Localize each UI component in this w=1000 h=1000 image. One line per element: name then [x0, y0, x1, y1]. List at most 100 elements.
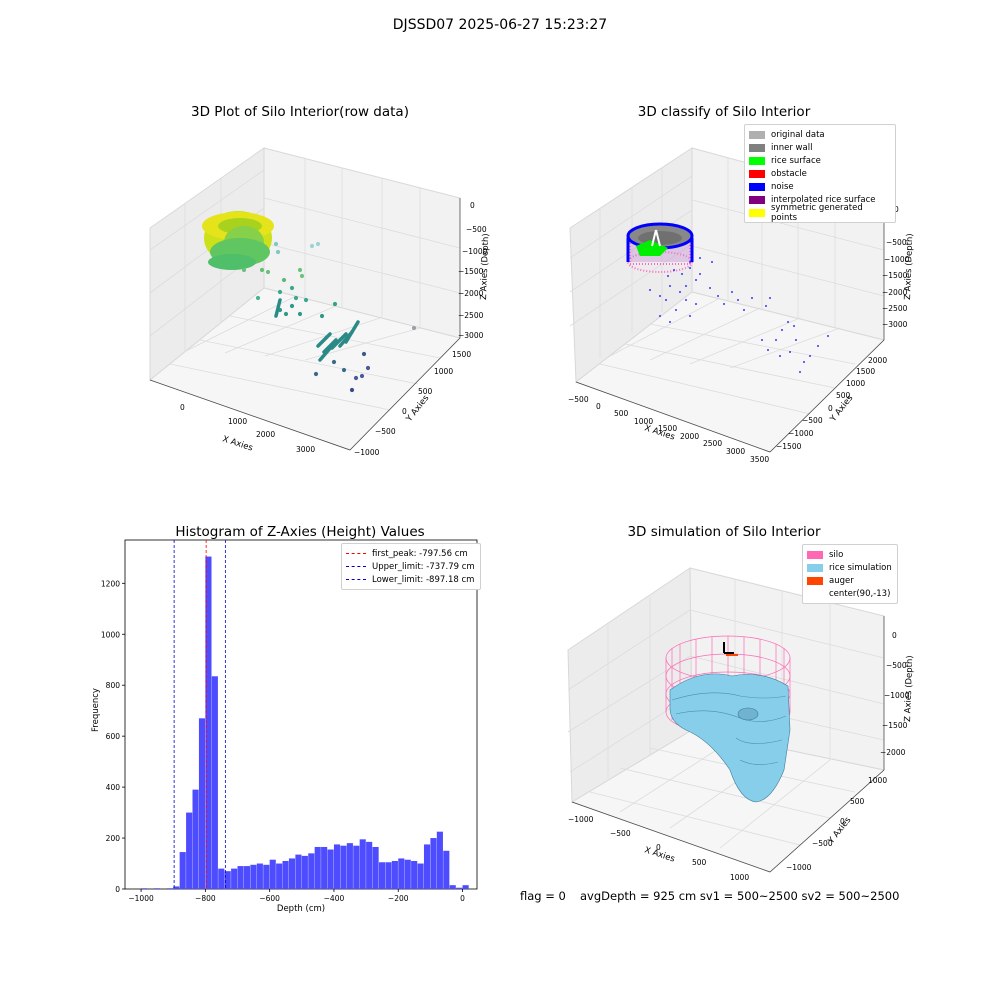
plot2-silo-classified [626, 222, 694, 273]
hist-bar [327, 849, 334, 889]
plot2-xtick: 2500 [703, 439, 722, 448]
plot2-noise-point [667, 275, 669, 277]
hist-xtick-label: −400 [324, 894, 345, 903]
hist-legend-entry: Lower_limit: -897.18 cm [346, 573, 476, 586]
hist-bar [333, 844, 341, 889]
hist-bar [198, 718, 206, 889]
plot1-point [313, 371, 319, 377]
plot2-noise-point [669, 321, 671, 323]
plot1-ytick: 0 [402, 407, 407, 416]
plot4-legend-swatch [807, 550, 823, 559]
plot1-point [309, 243, 315, 249]
plot2-ztick: −2000 [882, 288, 908, 297]
plot1-xtick: 2000 [256, 430, 275, 439]
plot2-noise-point [809, 355, 811, 357]
plot1-point [365, 365, 371, 371]
plot1-ztick: −3000 [458, 331, 484, 340]
plot1-streak [330, 332, 348, 350]
plot2-noise-point [827, 335, 829, 337]
hist-bar [282, 860, 289, 889]
plot2-noise-point [709, 287, 711, 289]
plot1-point [275, 249, 281, 255]
hist-bar [231, 868, 238, 889]
plot2-xtick: 1000 [634, 417, 653, 426]
plot2-ztick: −3000 [882, 320, 908, 329]
plot1-point [259, 267, 265, 273]
plot4-ytick: 500 [850, 797, 865, 806]
hist-bar [256, 863, 263, 889]
plot2-legend-swatch [749, 143, 765, 152]
hist-ytick-label: 0 [115, 885, 120, 894]
hist-bar [340, 845, 347, 889]
plot1-point [411, 325, 417, 331]
plot2-noise-point [669, 285, 671, 287]
plot4-z-axis-label: Z Axies (Depth) [903, 655, 915, 722]
plot1-silo-ring-points [202, 211, 274, 270]
plot2-ytick: −500 [802, 416, 823, 425]
hist-bar [166, 888, 173, 889]
plot2-noise-point [685, 285, 687, 287]
plot1-xtick: 0 [180, 403, 185, 412]
flag-text: flag = 0 [520, 889, 566, 903]
hist-bar [321, 846, 328, 889]
plot2-legend-label: inner wall [771, 142, 813, 153]
plot2-noise-point [761, 339, 763, 341]
plot1-ztick: −2500 [458, 311, 484, 320]
plot1-point [331, 359, 337, 365]
plot1-point [315, 241, 321, 247]
plot2-legend-swatch [749, 208, 765, 217]
plot2-ytick: 1000 [846, 379, 865, 388]
plot1-point [293, 295, 299, 301]
plot2-noise-point [649, 289, 651, 291]
plot4-auger [723, 642, 738, 656]
plot2-legend-entry: noise [749, 180, 891, 193]
plot2-legend-entry: interpolated rice surface [749, 193, 891, 206]
plot1-ztick: −1000 [462, 247, 488, 256]
hist-xtick-label: −200 [388, 894, 409, 903]
plot2-noise-point [775, 339, 777, 341]
plot1-ztick: −2000 [458, 289, 484, 298]
hist-bar [443, 850, 450, 889]
plot2-ztick: −1500 [882, 271, 908, 280]
plot1-ytick: −1000 [354, 448, 380, 457]
plot4-x-tick-labels: −1000 −500 0 500 1000 [568, 815, 749, 882]
plot2-ytick: −1500 [776, 442, 802, 451]
hist-chart: Frequency Depth (cm) −1000 −800 −600 −400 −2… [91, 539, 478, 914]
plot1-point [265, 269, 271, 275]
plot1-point [349, 387, 355, 393]
plot2-xtick: 3000 [726, 447, 745, 456]
hist-bar [353, 845, 360, 889]
plot2-noise-point [689, 261, 691, 263]
plot1-point [283, 311, 289, 317]
plot1-z-tick-labels: 0 −500 −1000 −1500 −2000 −2500 −3000 [458, 201, 488, 340]
plot4-ztick: −1000 [884, 691, 910, 700]
hist-xtick-label: −800 [195, 894, 216, 903]
plot1-point [341, 367, 347, 373]
plot2-noise-point [695, 279, 697, 281]
plot1-point [319, 313, 325, 319]
plot2-noise-point [781, 329, 783, 331]
plot2-legend-entry: obstacle [749, 167, 891, 180]
hist-bar [462, 885, 469, 889]
hist-legend-line [346, 579, 366, 580]
hist-bar [179, 852, 186, 889]
plot2-noise-point [787, 321, 789, 323]
plot4-ztick: 0 [892, 631, 897, 640]
plot1-z-axis-label: Z Axies (Depth) [479, 233, 491, 300]
plot2-ztick: 0 [894, 205, 899, 214]
plot4-xtick: 500 [692, 858, 707, 867]
hist-legend-entry: Upper_limit: -737.79 cm [346, 560, 476, 573]
hist-legend-label: Upper_limit: -737.79 cm [372, 561, 475, 572]
plot4-legend-swatch [807, 589, 823, 598]
plot4-legend-swatch [807, 563, 823, 572]
plot2-noise-point [737, 299, 739, 301]
plot1-scatter-points [241, 241, 417, 393]
plot2-noise-point [769, 297, 771, 299]
plot1-x-tick-labels: 0 1000 2000 3000 [180, 403, 315, 454]
plot4-ytick: −500 [812, 839, 833, 848]
hist-bar [295, 854, 302, 889]
plot4-z-tick-labels: 0 −500 −1000 −1500 −2000 [880, 631, 910, 757]
plot4-legend-label: center(90,-13) [829, 588, 891, 599]
plot2-noise-point [695, 303, 697, 305]
hist-x-axis-label: Depth (cm) [277, 904, 325, 914]
